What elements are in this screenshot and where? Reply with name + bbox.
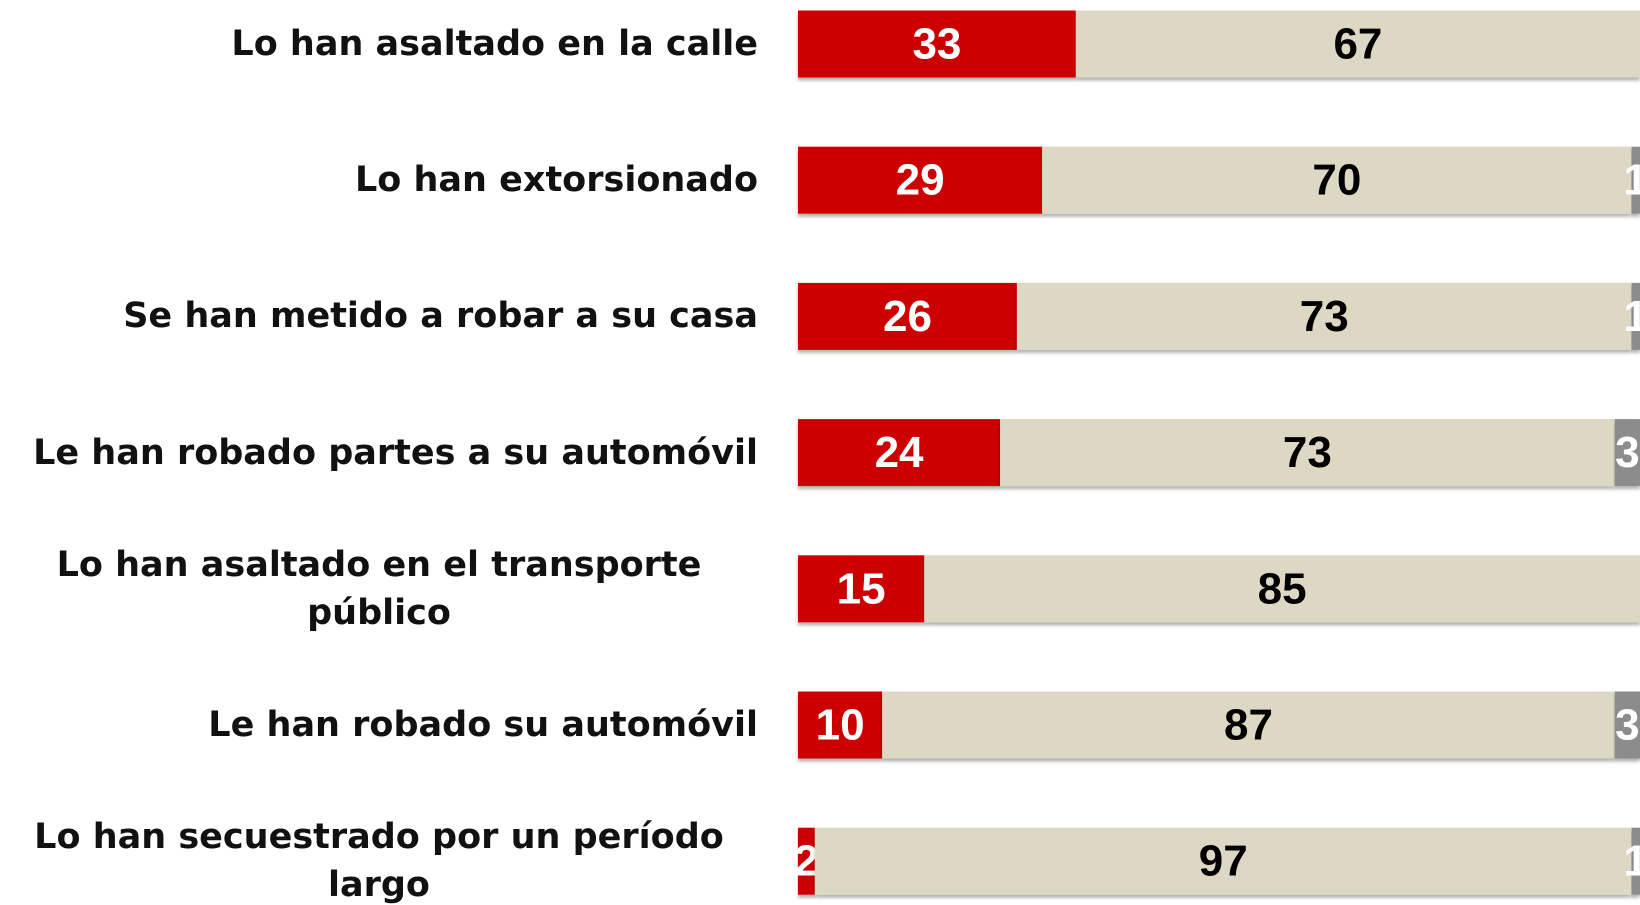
value-label: 2 — [794, 837, 818, 886]
category-label: Le han robado partes a su automóvil — [33, 432, 758, 473]
bar-segment — [1614, 419, 1640, 487]
bar-segment — [1614, 691, 1640, 759]
bar-segment — [1000, 419, 1615, 487]
value-label: 70 — [1312, 156, 1361, 205]
value-label: 73 — [1283, 428, 1332, 477]
bar-segment — [1631, 146, 1640, 214]
bar-segment — [798, 691, 883, 759]
value-label: 33 — [912, 20, 961, 69]
category-label: Le han robado su automóvil — [208, 705, 758, 745]
bar-segment — [1016, 282, 1632, 350]
value-label: 29 — [896, 156, 945, 205]
category-label: Lo han asaltado en la calle — [231, 24, 758, 64]
value-label: 87 — [1224, 701, 1273, 750]
bar-segment — [798, 282, 1017, 350]
value-label: 1 — [1624, 156, 1640, 205]
value-label: 24 — [875, 428, 924, 477]
value-label: 67 — [1333, 20, 1382, 69]
value-label: 1 — [1624, 292, 1640, 341]
bar-segment — [1075, 10, 1640, 78]
value-label: 1 — [1624, 837, 1640, 886]
category-label: Lo han asaltado en el transporte público — [56, 544, 702, 633]
value-label: 3 — [1615, 428, 1639, 477]
bar-segment — [798, 827, 815, 895]
bar-segment — [798, 146, 1043, 214]
category-label: Lo han extorsionado — [354, 160, 758, 201]
bar-segment — [798, 555, 925, 623]
bar-segment — [1631, 282, 1640, 350]
value-label: 97 — [1199, 837, 1248, 886]
value-label: 3 — [1615, 701, 1639, 750]
bar-segment — [1631, 827, 1640, 895]
bar-segment — [798, 10, 1076, 78]
value-label: 73 — [1300, 292, 1349, 341]
bar-segment — [882, 691, 1615, 759]
bar-segment — [924, 555, 1640, 623]
bar-segment — [1042, 146, 1632, 214]
value-label: 26 — [883, 292, 932, 341]
bar-segment — [814, 827, 1632, 895]
value-label: 15 — [837, 564, 886, 613]
category-label: Se han metido a robar a su casa — [123, 296, 758, 337]
bar-segment — [798, 419, 1001, 487]
value-label: 10 — [816, 701, 865, 750]
value-label: 85 — [1258, 564, 1307, 613]
category-label: Lo han secuestrado por un período largo — [34, 817, 724, 905]
